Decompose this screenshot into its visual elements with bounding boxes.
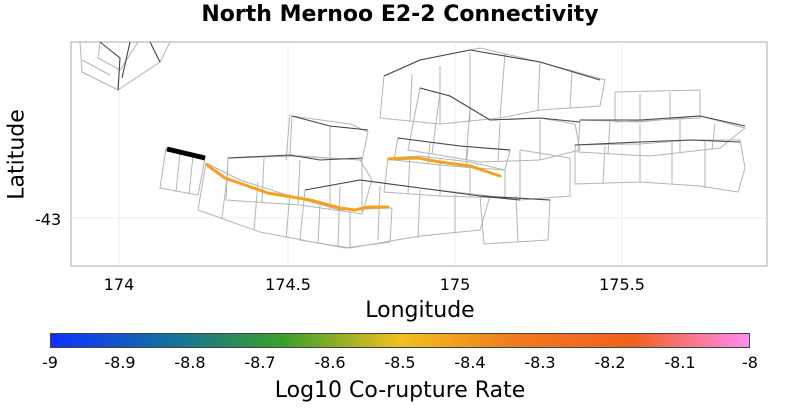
fault-trace-northwest <box>99 41 161 91</box>
fault-outline-central-south <box>197 162 393 249</box>
colorbar-tick-label: -9 <box>42 353 58 372</box>
fault-outline-central-strip <box>383 155 506 199</box>
x-tick-label: 174.5 <box>265 275 311 294</box>
x-axis-label: Longitude <box>365 298 475 323</box>
fault-trace-ridge <box>291 115 369 131</box>
corupture-fault-central-trace <box>387 156 502 178</box>
colorbar <box>50 333 750 348</box>
fault-outline-east-lower <box>574 139 746 193</box>
corupture-fault-south-trace <box>205 163 390 212</box>
fault-trace-west-central <box>227 154 363 161</box>
fault-outline-ridge-north <box>289 115 369 161</box>
chart-title: North Mernoo E2-2 Connectivity <box>201 2 599 27</box>
colorbar-tick-label: -8.3 <box>524 353 556 372</box>
fault-outline-east-lower-band <box>519 149 571 201</box>
fault-traces <box>99 41 746 201</box>
x-tick-label: 174 <box>103 275 135 294</box>
colorbar-tick-label: -8.6 <box>314 353 346 372</box>
source-fault-north-mernoo <box>166 146 206 161</box>
fault-trace-north-upper <box>383 49 601 81</box>
fault-trace-east-lower <box>574 139 741 146</box>
corupture-faults <box>205 156 502 212</box>
fault-trace-south-east <box>479 195 521 201</box>
fault-trace-central-strip <box>397 137 511 151</box>
fault-trace-north-middle <box>419 87 581 123</box>
fault-outline-south-central <box>299 179 491 249</box>
colorbar-tick-label: -8.9 <box>104 353 136 372</box>
y-tick-label: -43 <box>35 210 62 229</box>
fault-trace-south <box>304 179 551 201</box>
y-axis-label: Latitude <box>4 109 30 200</box>
colorbar-tick-label: -8.8 <box>174 353 206 372</box>
fault-outline-east-upper <box>577 89 747 157</box>
plot-area <box>70 41 768 267</box>
fault-outline-northeast-middle <box>407 87 581 163</box>
x-tick-label: 175 <box>439 275 471 294</box>
colorbar-tick-label: -8 <box>742 353 758 372</box>
fault-trace-east-upper <box>580 115 746 127</box>
fault-outline-central-band <box>225 113 373 215</box>
colorbar-tick-label: -8.2 <box>594 353 626 372</box>
x-tick-label: 175.5 <box>599 275 645 294</box>
colorbar-tick-label: -8.1 <box>664 353 696 372</box>
colorbar-tick-label: -8.7 <box>244 353 276 372</box>
colorbar-tick-label: -8.4 <box>454 353 486 372</box>
fault-outlines <box>79 41 747 249</box>
colorbar-tick-label: -8.5 <box>384 353 416 372</box>
colorbar-label: Log10 Co-rupture Rate <box>274 378 526 403</box>
